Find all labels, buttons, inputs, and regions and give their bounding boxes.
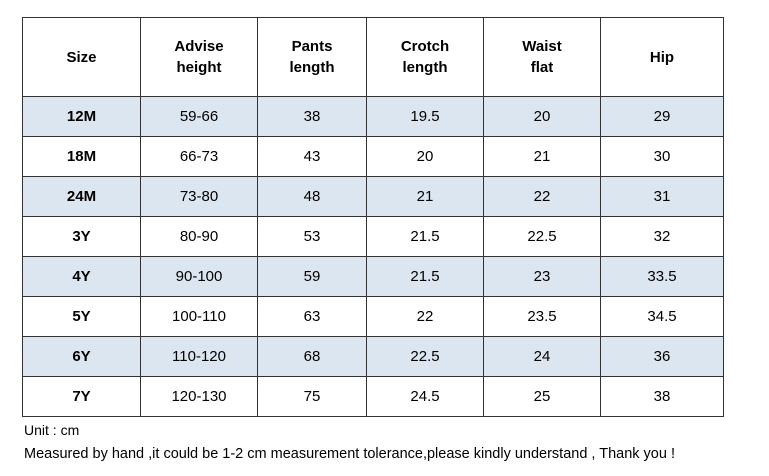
cell-hip: 31 bbox=[600, 176, 724, 217]
cell-pants-length: 48 bbox=[257, 176, 367, 217]
cell-advise-height: 73-80 bbox=[140, 176, 258, 217]
cell-hip: 34.5 bbox=[600, 296, 724, 337]
cell-advise-height: 110-120 bbox=[140, 336, 258, 377]
cell-hip: 36 bbox=[600, 336, 724, 377]
cell-waist-flat: 22.5 bbox=[483, 216, 601, 257]
cell-waist-flat: 25 bbox=[483, 376, 601, 417]
cell-crotch-length: 24.5 bbox=[366, 376, 484, 417]
cell-crotch-length: 21 bbox=[366, 176, 484, 217]
cell-hip: 32 bbox=[600, 216, 724, 257]
cell-crotch-length: 21.5 bbox=[366, 216, 484, 257]
cell-crotch-length: 20 bbox=[366, 136, 484, 177]
cell-hip: 38 bbox=[600, 376, 724, 417]
cell-crotch-length: 19.5 bbox=[366, 96, 484, 137]
table-row: 4Y 90-100 59 21.5 23 33.5 bbox=[22, 256, 724, 297]
cell-size: 7Y bbox=[22, 376, 141, 417]
header-size: Size bbox=[22, 17, 141, 97]
cell-advise-height: 90-100 bbox=[140, 256, 258, 297]
cell-waist-flat: 23 bbox=[483, 256, 601, 297]
cell-hip: 29 bbox=[600, 96, 724, 137]
table-row: 5Y 100-110 63 22 23.5 34.5 bbox=[22, 296, 724, 337]
cell-waist-flat: 24 bbox=[483, 336, 601, 377]
table-row: 7Y 120-130 75 24.5 25 38 bbox=[22, 376, 724, 417]
cell-crotch-length: 21.5 bbox=[366, 256, 484, 297]
table-row: 12M 59-66 38 19.5 20 29 bbox=[22, 96, 724, 137]
cell-crotch-length: 22.5 bbox=[366, 336, 484, 377]
cell-size: 12M bbox=[22, 96, 141, 137]
cell-crotch-length: 22 bbox=[366, 296, 484, 337]
unit-note: Unit : cm bbox=[24, 422, 80, 438]
cell-pants-length: 38 bbox=[257, 96, 367, 137]
header-hip: Hip bbox=[600, 17, 724, 97]
tolerance-note: Measured by hand ,it could be 1-2 cm mea… bbox=[24, 446, 675, 462]
header-row: Size Advise height Pants length Crotch l… bbox=[22, 17, 724, 97]
cell-size: 18M bbox=[22, 136, 141, 177]
cell-advise-height: 59-66 bbox=[140, 96, 258, 137]
cell-pants-length: 75 bbox=[257, 376, 367, 417]
cell-pants-length: 68 bbox=[257, 336, 367, 377]
table-row: 6Y 110-120 68 22.5 24 36 bbox=[22, 336, 724, 377]
cell-waist-flat: 20 bbox=[483, 96, 601, 137]
header-advise-height: Advise height bbox=[140, 17, 258, 97]
table-row: 3Y 80-90 53 21.5 22.5 32 bbox=[22, 216, 724, 257]
cell-advise-height: 80-90 bbox=[140, 216, 258, 257]
table-row: 18M 66-73 43 20 21 30 bbox=[22, 136, 724, 177]
table-row: 24M 73-80 48 21 22 31 bbox=[22, 176, 724, 217]
cell-size: 5Y bbox=[22, 296, 141, 337]
cell-pants-length: 43 bbox=[257, 136, 367, 177]
cell-pants-length: 63 bbox=[257, 296, 367, 337]
cell-advise-height: 66-73 bbox=[140, 136, 258, 177]
header-waist-flat: Waist flat bbox=[483, 17, 601, 97]
cell-advise-height: 120-130 bbox=[140, 376, 258, 417]
cell-pants-length: 59 bbox=[257, 256, 367, 297]
cell-size: 4Y bbox=[22, 256, 141, 297]
header-pants-length: Pants length bbox=[257, 17, 367, 97]
cell-waist-flat: 22 bbox=[483, 176, 601, 217]
size-chart-table: Size Advise height Pants length Crotch l… bbox=[22, 17, 724, 417]
cell-size: 3Y bbox=[22, 216, 141, 257]
cell-waist-flat: 23.5 bbox=[483, 296, 601, 337]
cell-size: 24M bbox=[22, 176, 141, 217]
header-crotch-length: Crotch length bbox=[366, 17, 484, 97]
cell-hip: 33.5 bbox=[600, 256, 724, 297]
cell-advise-height: 100-110 bbox=[140, 296, 258, 337]
cell-hip: 30 bbox=[600, 136, 724, 177]
cell-waist-flat: 21 bbox=[483, 136, 601, 177]
cell-pants-length: 53 bbox=[257, 216, 367, 257]
cell-size: 6Y bbox=[22, 336, 141, 377]
